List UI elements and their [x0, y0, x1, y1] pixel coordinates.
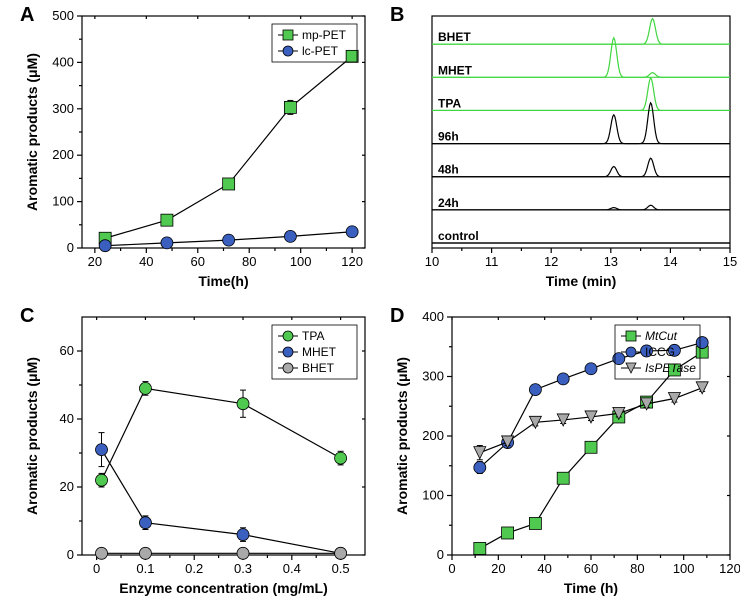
panel-d-chart: 0 20 40 60 80 100 120 0 100 200 300 400 Time (h) Arom… [390, 305, 740, 603]
svg-text:100: 100 [52, 194, 74, 209]
svg-text:60: 60 [60, 343, 74, 358]
svg-text:0.2: 0.2 [185, 561, 203, 576]
svg-text:Aromatic products (μM): Aromatic products (μM) [394, 357, 410, 515]
svg-text:200: 200 [52, 147, 74, 162]
svg-text:40: 40 [139, 254, 153, 269]
panel-a-chart: 20 40 60 80 100 120 0 100 200 300 400 500 Time(h) Aro… [20, 4, 375, 296]
svg-text:BHET: BHET [438, 30, 471, 44]
svg-text:MHET: MHET [438, 63, 473, 77]
figure-root: A 204060801001200100200300400500Time(h)A… [0, 0, 750, 610]
svg-text:300: 300 [422, 369, 444, 384]
panel-c-chart: 0 0.1 0.2 0.3 0.4 0.5 0 20 40 60 Enzyme concentrat… [20, 305, 375, 603]
svg-text:60: 60 [191, 254, 205, 269]
panel-c: C 0 0.1 0.2 0.3 0.4 0.5 0 20 40 60 Enzyme concentr… [20, 305, 375, 603]
svg-text:0: 0 [437, 547, 444, 562]
svg-text:12: 12 [544, 254, 558, 269]
svg-text:0: 0 [93, 561, 100, 576]
svg-text:control: control [438, 229, 479, 243]
svg-text:0.5: 0.5 [332, 561, 350, 576]
svg-text:120: 120 [341, 254, 363, 269]
svg-text:40: 40 [537, 561, 551, 576]
svg-text:0.3: 0.3 [234, 561, 252, 576]
panel-a: A 20 40 60 80 100 120 0 100 200 300 400 500 Time(h) A… [20, 4, 375, 296]
svg-text:24h: 24h [438, 196, 459, 210]
svg-text:0: 0 [448, 561, 455, 576]
svg-text:Time (h): Time (h) [564, 580, 618, 596]
panel-a-label: A [20, 4, 34, 27]
svg-text:Time(h): Time(h) [198, 273, 248, 289]
svg-text:14: 14 [663, 254, 677, 269]
svg-text:TPA: TPA [438, 96, 461, 110]
svg-text:lc-PET: lc-PET [302, 44, 339, 58]
panel-d-label: D [390, 305, 404, 328]
svg-text:60: 60 [584, 561, 598, 576]
panel-b-chart: 10 11 12 13 14 15 Time (min) BHET MHET TPA 96h 48h 2… [390, 4, 740, 296]
panel-b: B 10 11 12 13 14 15 Time (min) BHET MHET TPA 96h 48… [390, 4, 740, 296]
svg-text:Aromatic products (μM): Aromatic products (μM) [24, 53, 40, 211]
svg-text:0.4: 0.4 [283, 561, 301, 576]
svg-text:48h: 48h [438, 163, 459, 177]
svg-text:mp-PET: mp-PET [302, 28, 347, 42]
panel-d: D 0 20 40 60 80 100 120 0 100 200 300 400 Time (h) Ar… [390, 305, 740, 603]
svg-text:BHET: BHET [302, 361, 335, 375]
svg-text:80: 80 [630, 561, 644, 576]
svg-text:ICCG: ICCG [645, 345, 675, 359]
svg-text:40: 40 [60, 411, 74, 426]
svg-text:300: 300 [52, 101, 74, 116]
svg-text:Aromatic products (μM): Aromatic products (μM) [24, 357, 40, 515]
svg-text:100: 100 [422, 488, 444, 503]
svg-text:200: 200 [422, 428, 444, 443]
svg-text:20: 20 [491, 561, 505, 576]
svg-text:20: 20 [60, 479, 74, 494]
svg-text:MtCut: MtCut [645, 329, 678, 343]
svg-text:15: 15 [723, 254, 737, 269]
svg-text:0: 0 [67, 547, 74, 562]
svg-text:400: 400 [52, 54, 74, 69]
svg-text:13: 13 [604, 254, 618, 269]
svg-text:Enzyme concentration (mg/mL): Enzyme concentration (mg/mL) [119, 580, 327, 596]
svg-text:11: 11 [485, 254, 499, 269]
svg-text:96h: 96h [438, 130, 459, 144]
panel-c-label: C [20, 305, 34, 328]
panel-b-label: B [390, 4, 404, 27]
svg-text:100: 100 [673, 561, 695, 576]
svg-text:120: 120 [719, 561, 740, 576]
svg-text:MHET: MHET [302, 345, 337, 359]
svg-text:80: 80 [242, 254, 256, 269]
svg-text:10: 10 [425, 254, 439, 269]
svg-text:0: 0 [67, 240, 74, 255]
svg-text:500: 500 [52, 8, 74, 23]
svg-text:100: 100 [290, 254, 312, 269]
svg-text:IsPETase: IsPETase [645, 361, 696, 375]
svg-text:Time (min): Time (min) [546, 273, 617, 289]
svg-text:20: 20 [88, 254, 102, 269]
svg-text:400: 400 [422, 309, 444, 324]
svg-text:TPA: TPA [302, 329, 324, 343]
svg-text:0.1: 0.1 [136, 561, 154, 576]
